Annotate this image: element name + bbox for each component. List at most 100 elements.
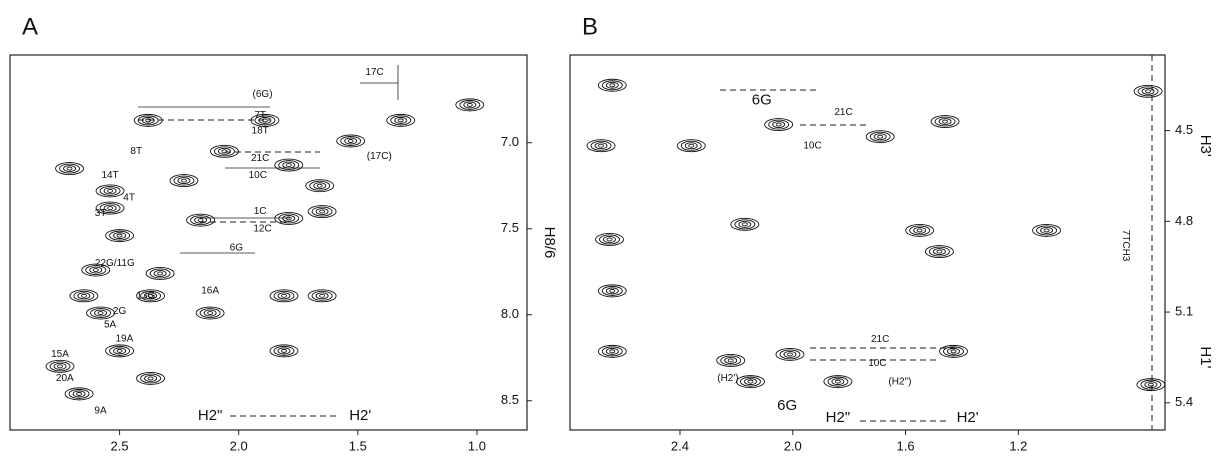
- contour-ring: [261, 118, 268, 123]
- contour-ring: [609, 288, 616, 293]
- contour-ring: [823, 375, 853, 389]
- peak: [1133, 84, 1163, 98]
- contour-ring: [81, 263, 111, 277]
- x-tick-label: 2.0: [784, 438, 802, 453]
- contour-ring: [1133, 84, 1163, 98]
- panel-label: A: [22, 13, 38, 40]
- contour-ring: [282, 161, 296, 169]
- contour-ring: [85, 265, 107, 275]
- y-tick-label: 8.5: [501, 392, 519, 407]
- contour-ring: [779, 349, 801, 360]
- contour-ring: [938, 118, 952, 125]
- annotation: 8T: [130, 146, 142, 157]
- contour-ring: [586, 139, 616, 153]
- contour-ring: [939, 344, 968, 358]
- annotation: 21C: [251, 153, 269, 164]
- contour-ring: [727, 358, 734, 363]
- contour-ring: [113, 347, 127, 355]
- annotation: 9A: [94, 406, 107, 417]
- contour-ring: [827, 376, 849, 387]
- contour-ring: [947, 347, 960, 355]
- contour-ring: [747, 379, 754, 384]
- contour-ring: [688, 143, 695, 148]
- contour-ring: [905, 223, 935, 237]
- contour-ring: [943, 346, 964, 357]
- contour-ring: [942, 119, 948, 124]
- contour-ring: [595, 233, 624, 246]
- peak: [250, 113, 280, 127]
- contour-ring: [730, 217, 760, 231]
- contour-ring: [466, 102, 473, 107]
- annotation: 18T: [252, 125, 269, 136]
- contour-ring: [397, 118, 404, 123]
- y-tick-label: 7.5: [501, 220, 519, 235]
- contour-ring: [1144, 381, 1158, 389]
- contour-ring: [103, 187, 117, 195]
- contour-ring: [97, 311, 104, 315]
- panel-b-frame: [569, 54, 1166, 431]
- contour-ring: [738, 220, 752, 228]
- contour-ring: [869, 131, 891, 142]
- contour-ring: [347, 139, 354, 143]
- peak: [716, 353, 746, 367]
- contour-ring: [720, 355, 742, 366]
- contour-ring: [1043, 228, 1050, 233]
- contour-ring: [775, 122, 782, 127]
- contour-ring: [277, 347, 291, 355]
- annotation: 3T: [95, 208, 107, 219]
- contour-ring: [94, 309, 107, 317]
- contour-ring: [597, 78, 627, 92]
- contour-ring: [149, 268, 171, 279]
- annotation: H2": [198, 407, 223, 424]
- peak: [274, 158, 304, 172]
- contour-ring: [105, 229, 135, 243]
- contour-ring: [140, 373, 162, 384]
- peak: [305, 179, 335, 193]
- peak: [597, 284, 627, 298]
- annotation: 7T: [254, 110, 266, 121]
- contour-ring: [603, 236, 616, 243]
- panel-a-frame: [9, 54, 528, 431]
- contour-ring: [133, 113, 163, 127]
- contour-ring: [734, 219, 756, 230]
- contour-ring: [315, 208, 329, 215]
- annotation: (H2'): [717, 373, 738, 384]
- peak: [274, 211, 304, 225]
- vertical-label: 7TCH3: [1120, 230, 1131, 262]
- peak: [736, 375, 765, 389]
- peak: [55, 162, 85, 175]
- contour-ring: [197, 218, 204, 223]
- contour-ring: [336, 134, 366, 148]
- contour-ring: [269, 289, 299, 303]
- contour-ring: [924, 245, 954, 259]
- contour-ring: [1145, 89, 1152, 94]
- contour-ring: [145, 118, 152, 123]
- contour-ring: [213, 146, 235, 157]
- contour-ring: [597, 284, 627, 298]
- contour-ring: [319, 209, 326, 214]
- contour-ring: [1040, 226, 1054, 234]
- contour-ring: [107, 206, 114, 211]
- contour-ring: [157, 271, 164, 276]
- contour-ring: [744, 378, 757, 386]
- contour-ring: [68, 388, 90, 399]
- annotation: 10C: [249, 170, 267, 181]
- annotation: 5A: [104, 320, 117, 331]
- contour-ring: [57, 364, 63, 369]
- peak: [209, 144, 239, 158]
- contour-ring: [273, 290, 295, 301]
- contour-ring: [319, 293, 326, 298]
- contour-ring: [258, 116, 272, 124]
- contour-ring: [315, 292, 329, 300]
- contour-ring: [141, 116, 155, 124]
- contour-ring: [455, 98, 485, 112]
- contour-ring: [109, 230, 131, 241]
- y-tick-label: 5.4: [1175, 394, 1193, 409]
- peak: [597, 344, 627, 358]
- contour-ring: [1036, 225, 1058, 236]
- contour-ring: [787, 352, 793, 357]
- peak: [136, 289, 166, 303]
- contour-ring: [609, 349, 616, 354]
- x-tick-label: 1.2: [1009, 438, 1027, 453]
- contour-ring: [273, 345, 295, 356]
